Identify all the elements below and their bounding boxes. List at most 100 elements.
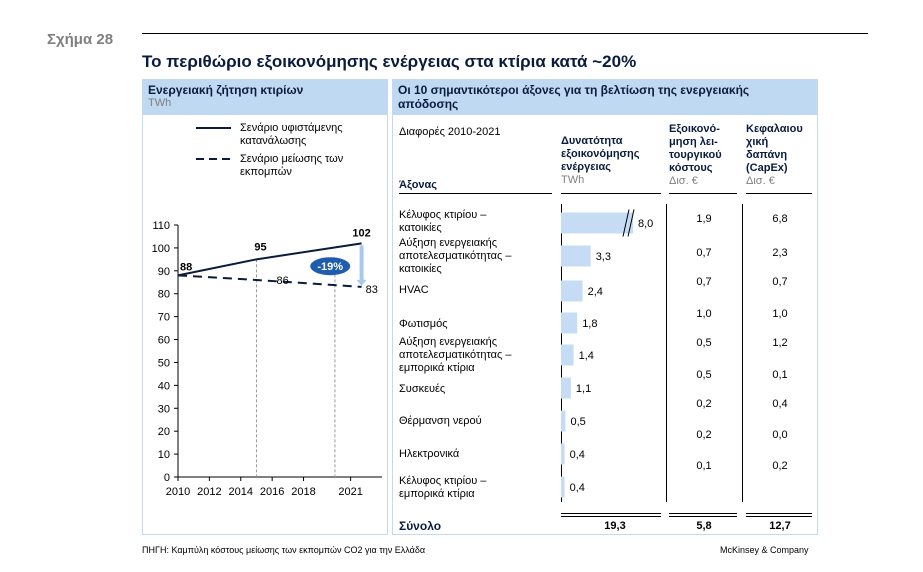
x-tick-label: 2014 — [229, 486, 253, 498]
data-label: 83 — [366, 284, 378, 296]
differences-label: Διαφορές 2010-2021 — [399, 126, 501, 138]
line-chart: 0 10 20 30 40 50 60 70 80 90 100 110 2010 2012 2014 201… — [152, 220, 382, 498]
total-rule-potential — [561, 513, 661, 514]
row-label-line: Ηλεκτρονικά — [399, 448, 460, 460]
opex-value: 0,1 — [696, 460, 712, 472]
row-label: Ηλεκτρονικά — [399, 448, 459, 461]
opex-value: 0,7 — [696, 276, 712, 288]
x-tick-label: 2016 — [260, 486, 284, 498]
opex-value: 0,5 — [696, 369, 712, 381]
legend-swatches — [196, 127, 231, 160]
y-tick-label: 90 — [158, 266, 170, 278]
y-tick-label: 80 — [158, 289, 170, 301]
data-label: 86 — [276, 275, 288, 287]
potential-column-header: Δυνατότητα εξοικονόμησης ενέργειας TWh — [561, 135, 640, 186]
bar-value-label: 0,4 — [570, 449, 585, 461]
total-rule-capex-2 — [746, 516, 812, 517]
left-panel: Ενεργειακή ζήτηση κτιρίων TWh — [142, 79, 388, 535]
opex-value: 0,2 — [696, 398, 712, 410]
figure-label: Σχήμα 28 — [47, 31, 114, 48]
capex-column-divider — [742, 204, 743, 502]
opex-value: 0,2 — [696, 429, 712, 441]
legend-label-line2: εκπομπών — [240, 166, 292, 178]
opex-header-line4: κόστους — [669, 162, 713, 174]
bar-value-label: 3,3 — [596, 251, 611, 263]
axis-column-header: Άξονας — [399, 179, 438, 191]
top-rule — [142, 33, 868, 34]
opex-header-line1: Εξοικονό- — [669, 123, 720, 135]
reduction-badge-label: -19% — [317, 261, 343, 273]
row-label-line: Αύξηση ενεργειακής — [399, 336, 498, 348]
bar — [561, 476, 565, 498]
bar — [561, 312, 578, 334]
potential-header-line1: Δυνατότητα — [561, 135, 623, 147]
legend-item-reduction: Σενάριο μείωσης των εκπομπών — [240, 153, 343, 179]
row-label: HVAC — [399, 284, 429, 297]
potential-header-unit: TWh — [561, 174, 585, 186]
axis-break-mark — [622, 209, 630, 237]
bar-value-label: 8,0 — [638, 218, 653, 230]
opex-value: 1,9 — [696, 213, 712, 225]
total-rule-opex — [669, 513, 737, 514]
bar — [561, 377, 571, 399]
row-label: Αύξηση ενεργειακής αποτελεσματικότητας –… — [399, 336, 512, 375]
bar — [561, 212, 633, 234]
source-note: ΠΗΓΗ: Καμπύλη κόστους μείωσης των εκπομπ… — [142, 545, 426, 555]
axis-header-rule — [399, 193, 552, 194]
row-label-line: αποτελεσματικότητας – — [399, 349, 512, 361]
left-panel-header: Ενεργειακή ζήτηση κτιρίων TWh — [143, 80, 387, 115]
capex-header-line4: (CapEx) — [746, 162, 788, 174]
row-label: Αύξηση ενεργειακής αποτελεσματικότητας –… — [399, 237, 512, 276]
left-panel-title: Ενεργειακή ζήτηση κτιρίων — [148, 83, 304, 97]
series-line-current — [177, 242, 362, 277]
bar-value-label: 1,1 — [576, 383, 591, 395]
row-label-line: Αύξηση ενεργειακής — [399, 237, 498, 249]
opex-header-line2: μηση λει- — [669, 136, 718, 148]
total-rule-opex-2 — [669, 516, 737, 517]
total-potential: 19,3 — [604, 520, 626, 532]
data-label: 102 — [352, 227, 370, 239]
x-tick-label: 2012 — [197, 486, 221, 498]
opex-column-header: Εξοικονό- μηση λει- τουργικού κόστους Δι… — [669, 123, 722, 187]
row-label: Κέλυφος κτιρίου – εμπορικά κτίρια — [399, 475, 486, 501]
right-panel-title-line1: Οι 10 σημαντικότεροι άξονες για τη βελτί… — [398, 83, 750, 97]
reduction-badge — [310, 257, 351, 276]
capex-value: 0,7 — [772, 276, 788, 288]
capex-value: 0,2 — [772, 460, 788, 472]
capex-value: 0,0 — [772, 429, 788, 441]
row-label-line: Κέλυφος κτιρίου – — [399, 209, 487, 221]
gap-arrow-head — [356, 279, 367, 286]
legend-label-line2: κατανάλωσης — [240, 135, 307, 147]
bar-value-label: 0,5 — [571, 416, 586, 428]
legend-label-line1: Σενάριο υφιστάμενης — [240, 122, 343, 134]
data-label: 95 — [254, 241, 266, 253]
row-label-line: αποτελεσματικότητας – — [399, 250, 512, 262]
row-label-line: Κέλυφος κτιρίου – — [399, 475, 487, 487]
y-tick-label: 60 — [158, 335, 170, 347]
y-tick-label: 30 — [158, 403, 170, 415]
bar-value-label: 1,8 — [582, 318, 597, 330]
potential-header-line3: ενέργειας — [561, 161, 611, 173]
page-title: Το περιθώριο εξοικονόμησης ενέργειας στα… — [142, 52, 637, 71]
row-label-line: κατοικίες — [399, 263, 442, 275]
opex-value: 1,0 — [696, 308, 712, 320]
total-rule-capex — [746, 513, 812, 514]
bar — [561, 410, 566, 432]
capex-value: 0,1 — [772, 369, 788, 381]
total-opex: 5,8 — [696, 520, 712, 532]
bar — [561, 280, 583, 302]
capex-value: 1,2 — [772, 337, 788, 349]
y-tick-label: 70 — [158, 312, 170, 324]
bar — [561, 443, 565, 465]
capex-header-rule — [746, 193, 812, 194]
row-label-line: Φωτισμός — [399, 318, 448, 330]
opex-header-line3: τουργικού — [669, 149, 722, 161]
row-label: Φωτισμός — [399, 318, 448, 331]
row-label: Συσκευές — [399, 383, 445, 396]
capex-column-header: Κεφαλαιου χική δαπάνη (CapEx) Δισ. € — [746, 123, 803, 187]
series-line-reduction — [177, 274, 362, 288]
bar-value-label: 0,4 — [570, 482, 585, 494]
capex-header-unit: Δισ. € — [746, 175, 775, 187]
opex-header-rule — [669, 193, 737, 194]
y-tick-label: 10 — [158, 449, 170, 461]
